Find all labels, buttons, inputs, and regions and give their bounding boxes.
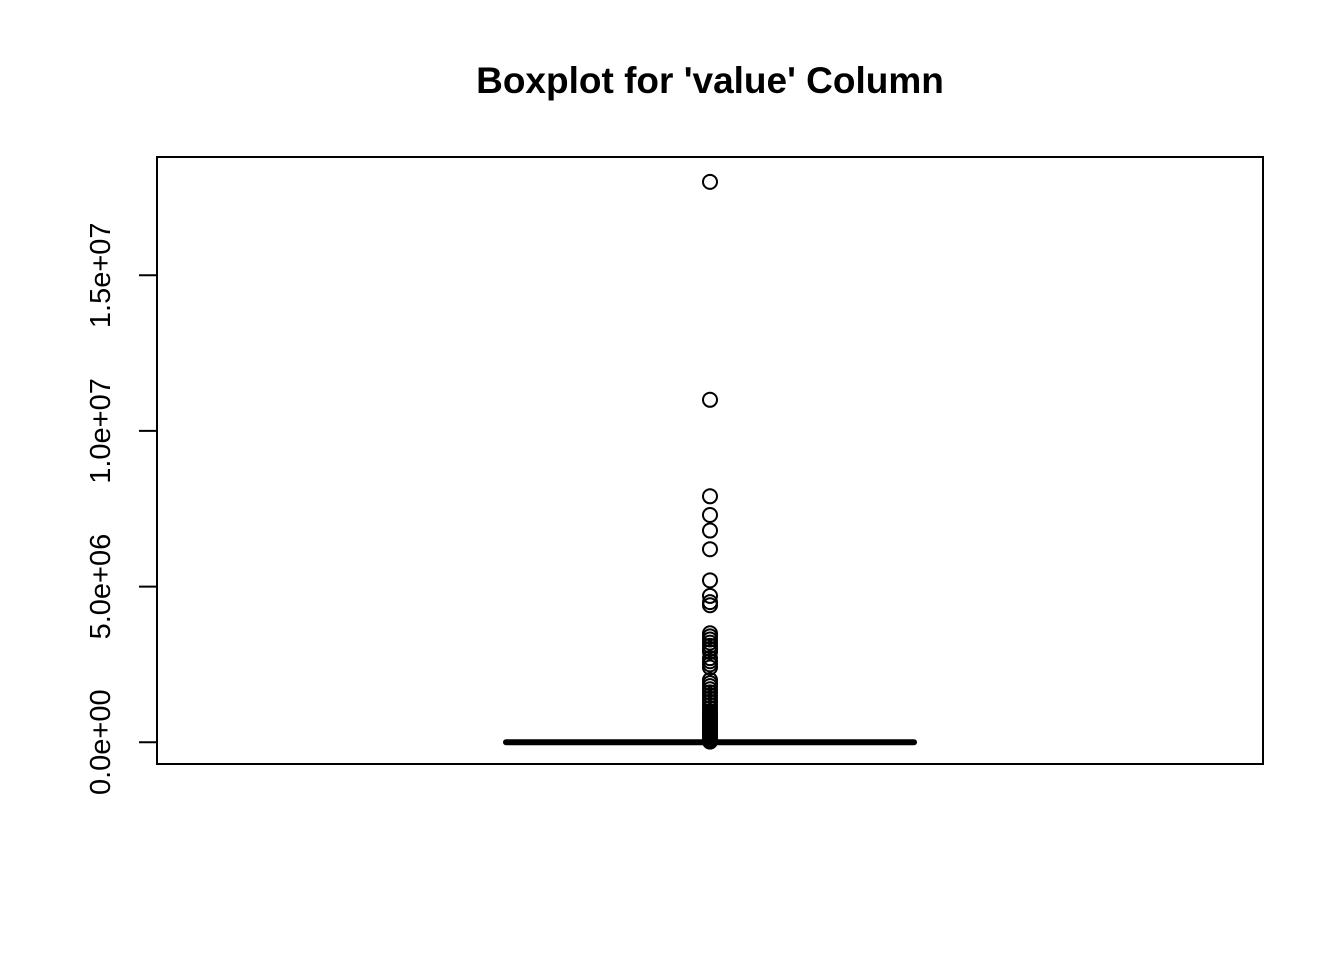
outlier-point [702,488,718,505]
y-tick-label: 1.5e+07 [85,222,117,328]
outlier-point [702,597,718,614]
y-tick-label: 0.0e+00 [85,689,117,795]
chart-title: Boxplot for 'value' Column [476,60,944,101]
y-axis: 0.0e+00 5.0e+06 1.0e+07 1.5e+07 [85,222,158,795]
outlier-point [702,391,718,408]
outlier-point [702,506,718,523]
outlier-point [702,659,718,676]
y-tick-label: 5.0e+06 [85,534,117,640]
outlier-point [702,572,718,589]
outlier-point [702,522,718,539]
outlier-point [702,587,718,604]
outlier-group [702,173,718,750]
outlier-point [702,173,718,190]
outlier-point [702,541,718,558]
y-tick-label: 1.0e+07 [85,378,117,484]
outlier-point [702,643,718,660]
outlier-point [702,733,718,750]
